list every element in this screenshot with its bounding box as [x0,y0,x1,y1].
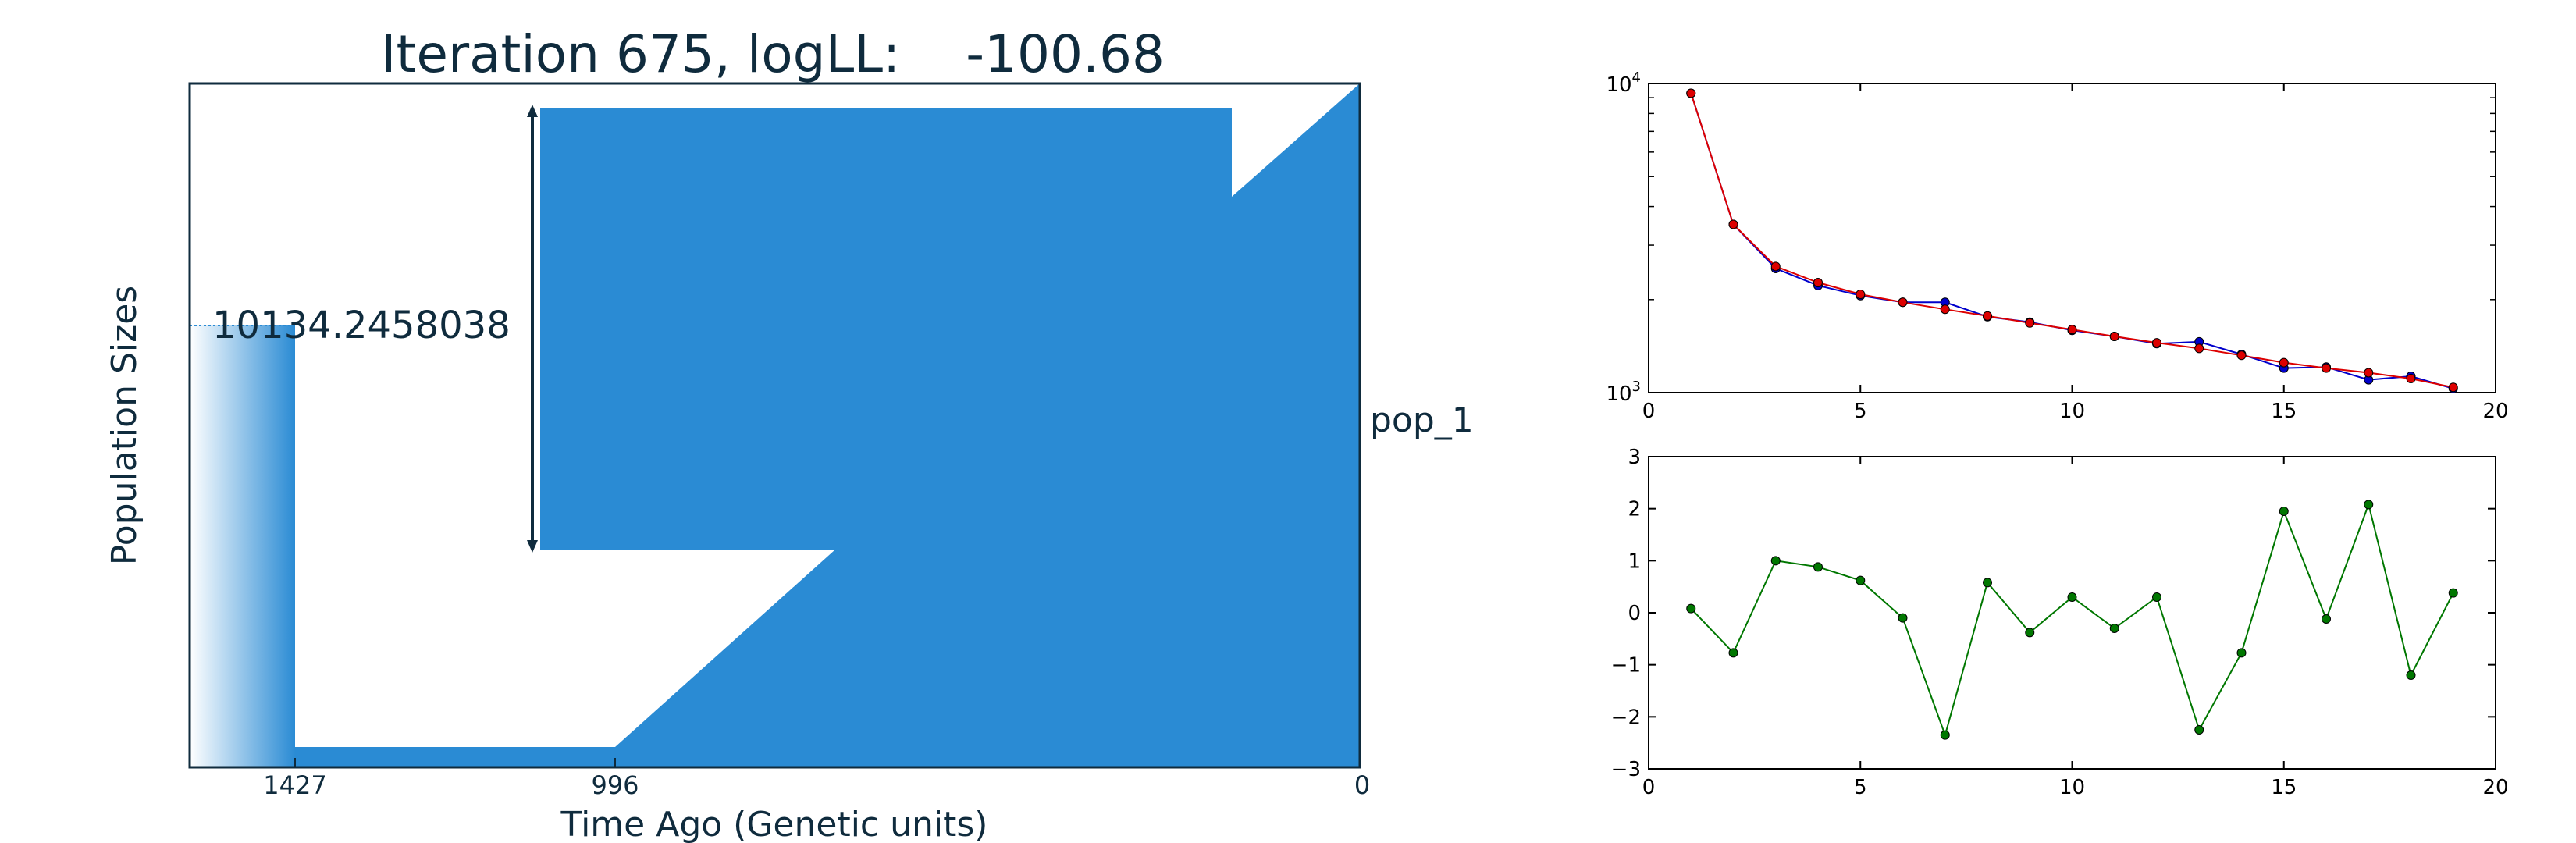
bottom-series-green-point-12 [2152,592,2161,602]
top-series-blue-line [1690,93,2454,389]
bottom-ytick-label-2: −1 [1611,654,1641,678]
bottom-series-green-point-5 [1856,575,1866,585]
top-series-red-point-8 [1983,311,1992,321]
top-series-red-point-9 [2025,318,2035,328]
top-series-red-point-19 [2448,382,2458,393]
demography-plot: Iteration 675, logLL: -100.68 10134.2458… [105,24,1474,843]
bottom-xtick-label-15: 15 [2271,776,2297,799]
x-tick-label-1427: 1427 [263,770,326,800]
demography-frame [188,82,1361,769]
bottom-series-green-point-9 [2025,628,2035,638]
top-ytick-label-1e3: 103 [1606,379,1641,406]
bottom-series-green-point-8 [1983,578,1992,588]
top-series-red-point-7 [1940,304,1950,315]
top-xtick-label-5: 5 [1854,400,1867,423]
demography-title: Iteration 675, logLL: -100.68 [381,24,1165,84]
top-series-red-point-17 [2364,368,2374,378]
bottom-ytick-label-4: 1 [1628,550,1641,573]
top-xtick-label-10: 10 [2059,400,2085,423]
bottom-series-green-point-10 [2067,592,2077,602]
size-arrow-head-bottom [527,540,538,553]
bottom-series-green-point-13 [2194,725,2204,735]
bottom-ytick-label-6: 3 [1628,446,1641,469]
bottom-ytick-label-0: −3 [1611,758,1641,781]
bottom-ytick-label-1: −2 [1611,706,1641,729]
top-series-red-point-10 [2067,325,2077,335]
top-series-red-point-1 [1686,88,1696,98]
top-series-red-point-4 [1813,278,1823,288]
sizes-line-chart: 0 5 10 15 20 103 104 [1606,69,2508,423]
demography-xlabel: Time Ago (Genetic units) [560,805,988,843]
top-series-red-point-12 [2152,338,2161,348]
residuals-line-chart: 0 5 10 15 20 −3 −2 −1 0 1 2 3 [1611,446,2509,799]
size-arrow-head-top [527,105,538,117]
top-chart-frame [1648,83,2496,393]
top-ytick-label-1e4: 104 [1606,69,1641,97]
top-xtick-label-15: 15 [2271,400,2297,423]
bottom-series-green-point-14 [2236,648,2247,658]
bottom-series-green-point-4 [1813,562,1823,572]
bottom-xtick-label-0: 0 [1642,776,1656,799]
bottom-series-green-point-1 [1686,603,1696,614]
x-tick-label-996: 996 [591,770,639,800]
top-xtick-label-20: 20 [2482,400,2508,423]
bottom-series-green-point-19 [2448,588,2458,598]
top-series-red-point-14 [2236,350,2247,361]
pop-label: pop_1 [1370,400,1474,440]
bottom-ytick-label-3: 0 [1628,602,1641,625]
demography-ylabel: Population Sizes [105,286,144,565]
top-series-red-point-15 [2279,357,2289,368]
ancestral-fade-band [190,325,295,767]
top-series-red-point-13 [2194,343,2204,354]
bottom-series-green-point-15 [2279,507,2289,516]
bottom-series-green-point-7 [1940,730,1950,740]
bottom-series-green-point-2 [1728,648,1738,658]
bottom-xtick-label-20: 20 [2482,776,2508,799]
bottom-ytick-label-5: 2 [1628,498,1641,521]
top-series-red-point-6 [1898,297,1908,308]
bottom-xtick-label-5: 5 [1854,776,1867,799]
bottom-series-green-point-11 [2109,624,2119,633]
top-series-red-point-18 [2406,374,2416,384]
bottom-series-green-point-3 [1770,556,1781,566]
top-series-red-point-2 [1728,219,1738,229]
top-series-red-point-16 [2322,363,2331,373]
top-series-red-point-3 [1770,261,1781,272]
top-series-red-line [1690,93,2454,389]
top-series-red-point-11 [2109,331,2119,341]
bottom-series-green-point-6 [1898,613,1908,623]
top-series-red-point-5 [1856,290,1866,300]
bottom-series-green-line [1690,501,2454,738]
bottom-xtick-label-10: 10 [2059,776,2085,799]
pop-1-shape [540,84,1360,767]
top-xtick-label-0: 0 [1642,400,1656,423]
bottom-series-green-point-16 [2322,614,2331,624]
bottom-series-green-point-17 [2364,500,2374,510]
bottom-series-green-point-18 [2406,670,2416,680]
x-tick-label-0: 0 [1354,770,1370,800]
size-annotation: 10134.2458038 [212,304,511,347]
